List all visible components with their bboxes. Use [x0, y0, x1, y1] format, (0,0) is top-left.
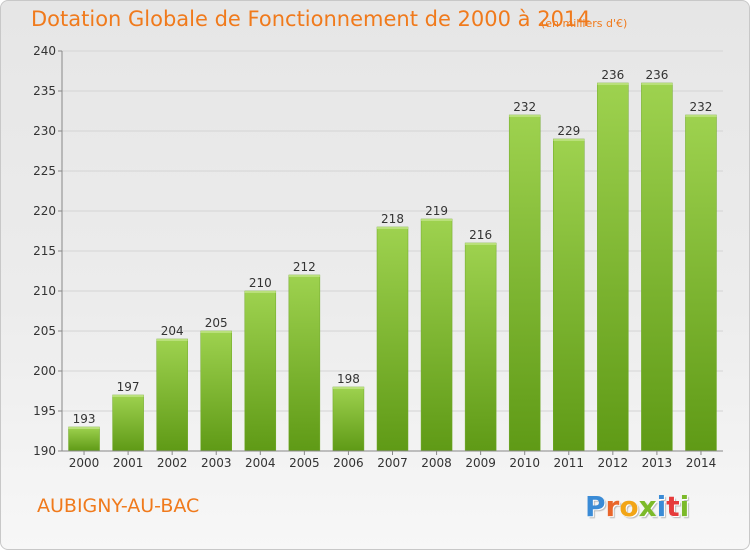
y-tick-label: 230 — [33, 124, 56, 138]
value-label-2001: 197 — [117, 380, 140, 394]
bar-2012 — [597, 82, 629, 452]
bar-top-highlight — [641, 83, 673, 85]
x-tick-label: 2004 — [245, 456, 276, 470]
x-tick-label: 2002 — [157, 456, 188, 470]
x-tick-label: 2010 — [509, 456, 540, 470]
bar-2003 — [200, 330, 232, 452]
bar-top-highlight — [332, 387, 364, 389]
x-tick-label: 2014 — [686, 456, 717, 470]
bar-top-highlight — [597, 83, 629, 85]
chart-title: Dotation Globale de Fonctionnement de 20… — [31, 7, 591, 31]
bar-2006 — [332, 386, 365, 452]
logo-letter: r — [605, 490, 620, 523]
bar-top-highlight — [465, 243, 497, 245]
x-tick-label: 2006 — [333, 456, 364, 470]
y-tick-label: 240 — [33, 44, 56, 58]
bar-2005 — [288, 274, 321, 452]
town-name: AUBIGNY-AU-BAC — [37, 495, 200, 517]
logo-letter: t — [666, 490, 680, 523]
value-label-2014: 232 — [690, 100, 713, 114]
value-label-2009: 216 — [469, 228, 492, 242]
bar-top-highlight — [685, 115, 717, 117]
bar-top-highlight — [509, 115, 541, 117]
bar-top-highlight — [200, 331, 232, 333]
bar-top-highlight — [156, 339, 188, 341]
bar-2011 — [553, 138, 585, 452]
y-tick-label: 220 — [33, 204, 56, 218]
logo-letter: i — [656, 490, 667, 523]
y-tick-label: 205 — [33, 324, 56, 338]
x-tick-label: 2001 — [113, 456, 144, 470]
x-tick-label: 2007 — [377, 456, 408, 470]
logo-letter: o — [619, 490, 639, 523]
bar-top-highlight — [421, 219, 453, 221]
value-label-2013: 236 — [645, 68, 668, 82]
bar-2001 — [112, 394, 144, 452]
chart-subtitle: (en milliers d'€) — [541, 17, 628, 30]
bar-top-highlight — [244, 291, 276, 293]
value-label-2005: 212 — [293, 260, 316, 274]
y-tick-label: 195 — [33, 404, 56, 418]
value-label-2008: 219 — [425, 204, 448, 218]
y-tick-label: 200 — [33, 364, 56, 378]
logo-letter: i — [679, 490, 690, 523]
value-label-2011: 229 — [557, 124, 580, 138]
x-tick-label: 2013 — [642, 456, 673, 470]
value-label-2000: 193 — [73, 412, 96, 426]
value-label-2004: 210 — [249, 276, 272, 290]
y-tick-label: 225 — [33, 164, 56, 178]
x-tick-label: 2012 — [598, 456, 629, 470]
value-label-2012: 236 — [601, 68, 624, 82]
value-label-2010: 232 — [513, 100, 536, 114]
logo-letter: P — [585, 490, 606, 523]
x-tick-label: 2008 — [421, 456, 452, 470]
bar-2000 — [68, 426, 100, 452]
bar-top-highlight — [288, 275, 320, 277]
y-tick-label: 235 — [33, 84, 56, 98]
value-label-2003: 205 — [205, 316, 228, 330]
bar-top-highlight — [112, 395, 144, 397]
bar-2010 — [508, 114, 541, 452]
value-label-2007: 218 — [381, 212, 404, 226]
bar-2004 — [244, 290, 277, 452]
x-tick-label: 2005 — [289, 456, 320, 470]
bar-2002 — [156, 338, 188, 452]
y-tick-label: 210 — [33, 284, 56, 298]
proxiti-logo: Proxiti — [585, 490, 689, 523]
value-label-2002: 204 — [161, 324, 184, 338]
bar-2008 — [420, 218, 453, 452]
bar-2009 — [464, 242, 497, 452]
bar-2013 — [641, 82, 673, 452]
value-label-2006: 198 — [337, 372, 360, 386]
x-tick-label: 2009 — [465, 456, 496, 470]
x-tick-label: 2011 — [553, 456, 584, 470]
x-tick-label: 2000 — [69, 456, 100, 470]
bar-top-highlight — [377, 227, 408, 229]
bar-2007 — [376, 226, 409, 452]
bar-top-highlight — [68, 427, 100, 429]
y-tick-label: 190 — [33, 444, 56, 458]
bar-top-highlight — [553, 139, 585, 141]
y-tick-label: 215 — [33, 244, 56, 258]
logo-letter: x — [638, 490, 657, 523]
bar-2014 — [685, 114, 717, 452]
x-tick-label: 2003 — [201, 456, 232, 470]
